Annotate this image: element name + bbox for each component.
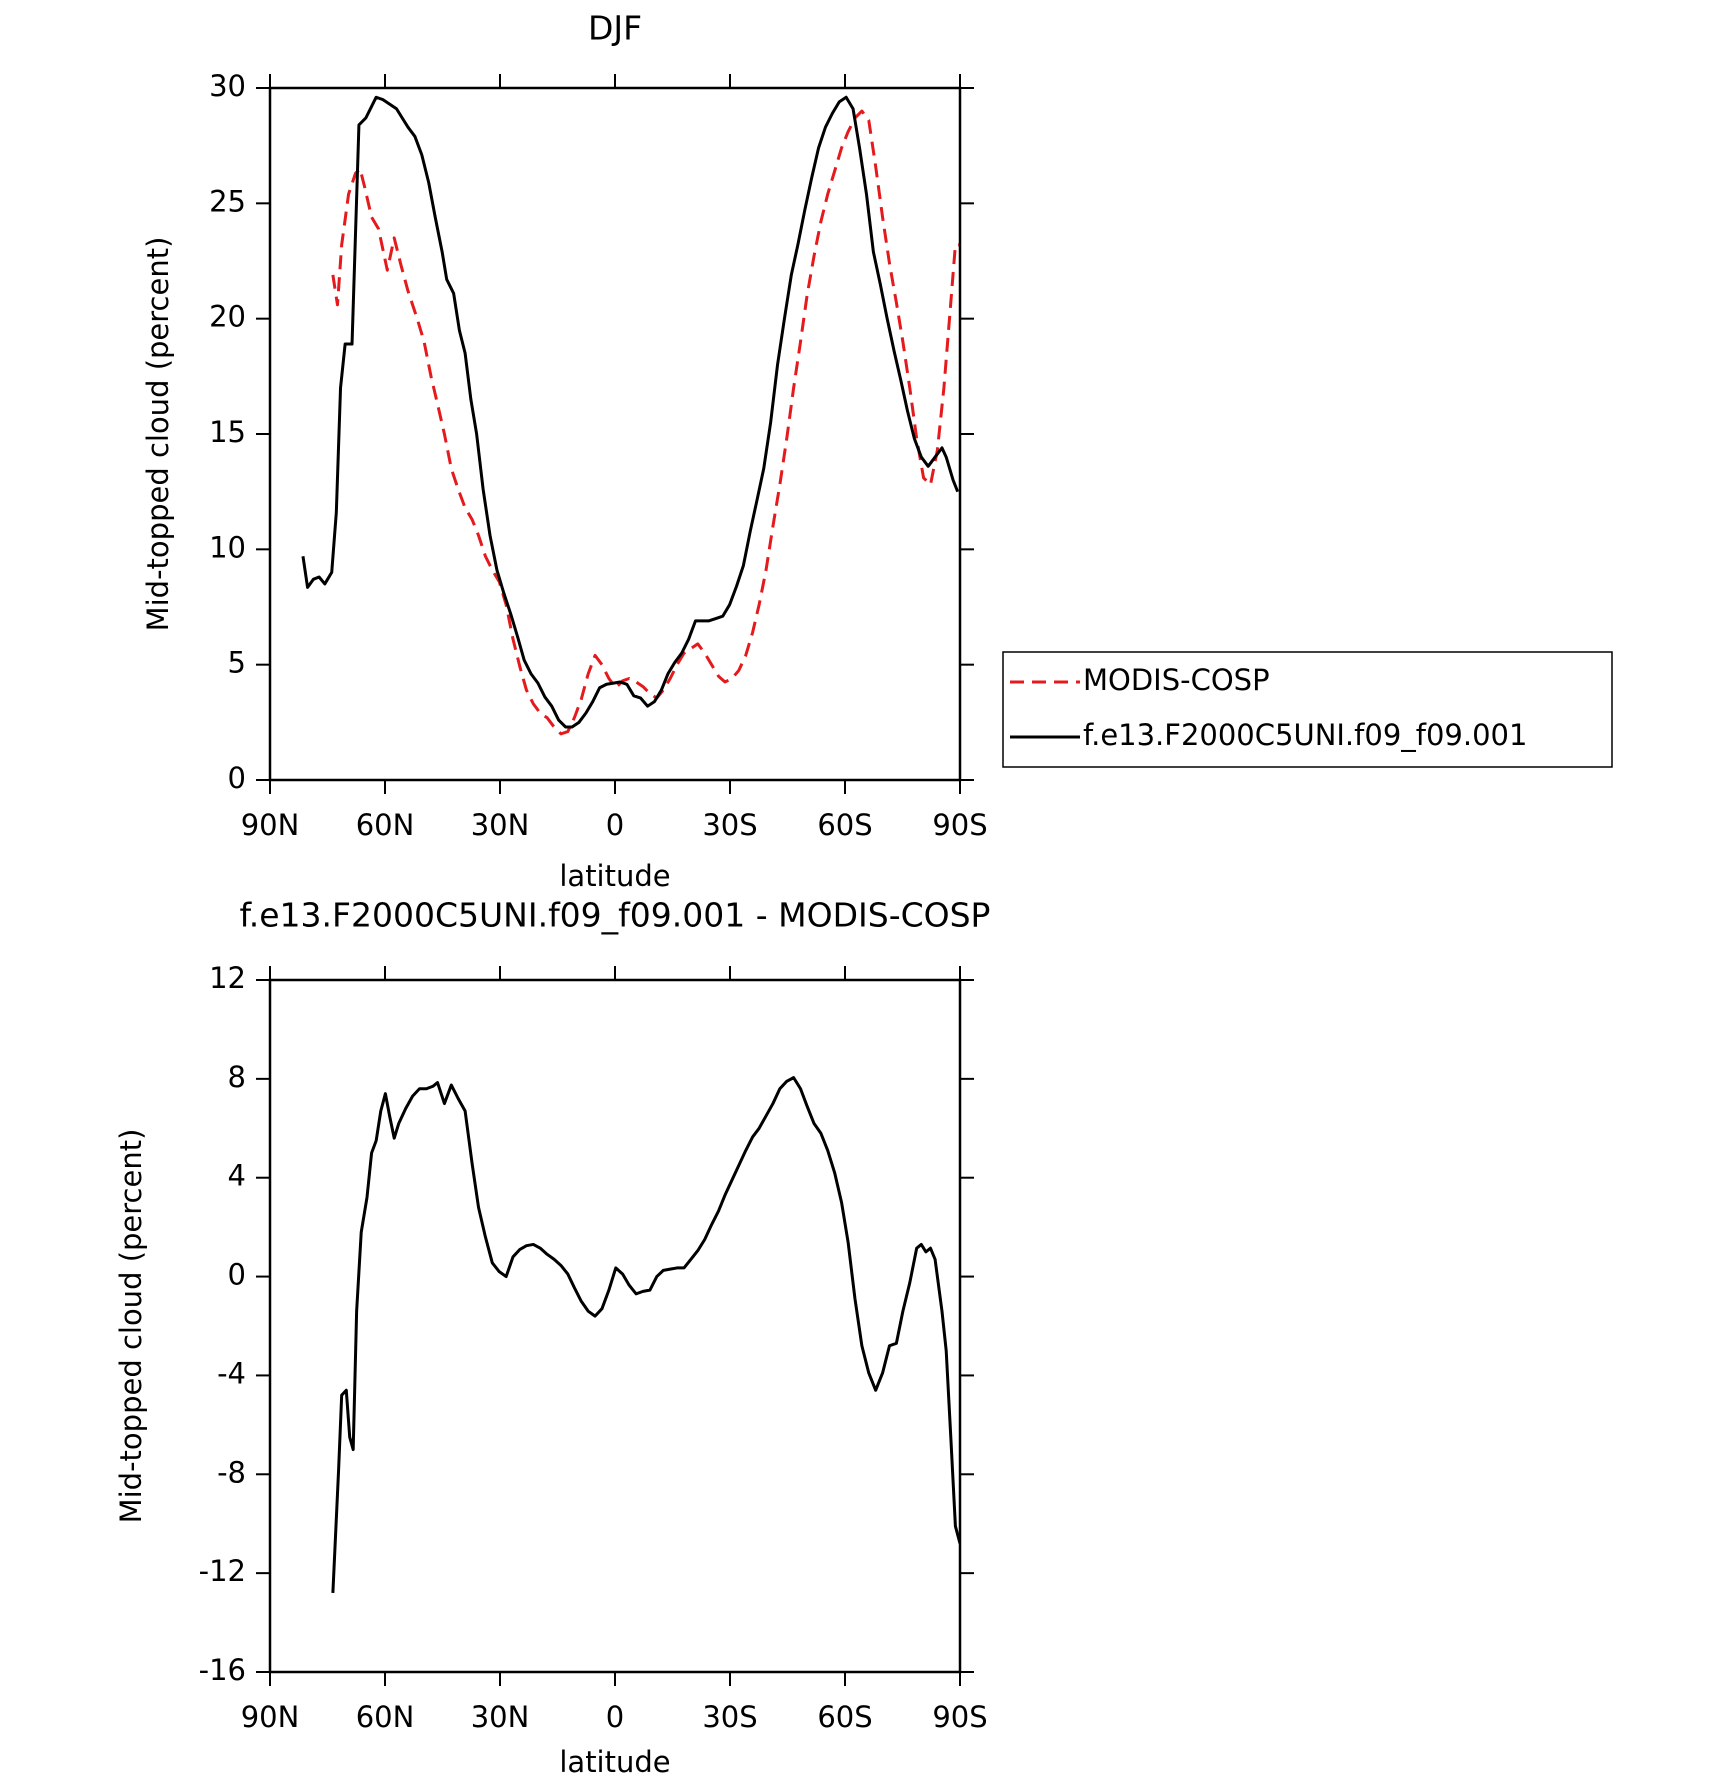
y-tick-label: 0	[228, 1258, 246, 1292]
y-axis-label: Mid-topped cloud (percent)	[114, 1129, 148, 1524]
y-tick-label: -4	[217, 1356, 246, 1390]
plot-frame	[268, 978, 962, 1674]
x-tick-label: 60S	[817, 1700, 872, 1734]
legend-box	[1002, 651, 1613, 768]
x-tick-label: 30N	[471, 1700, 530, 1734]
y-tick-label: 15	[209, 415, 246, 449]
y-tick-label: -16	[199, 1653, 246, 1687]
x-tick-label: 60S	[817, 808, 872, 842]
x-tick-label: 60N	[356, 808, 415, 842]
x-tick-label: 60N	[356, 1700, 415, 1734]
y-tick-label: 4	[228, 1159, 246, 1193]
x-tick-label: 90N	[241, 1700, 300, 1734]
x-tick-label: 0	[606, 808, 624, 842]
x-tick-label: 30S	[702, 1700, 757, 1734]
x-tick-label: 90S	[932, 1700, 987, 1734]
data-line	[331, 109, 960, 736]
y-tick-label: 10	[209, 530, 246, 564]
x-axis-label: latitude	[559, 1745, 670, 1777]
x-tick-label: 0	[606, 1700, 624, 1734]
legend-label: MODIS-COSP	[1083, 663, 1270, 697]
y-tick-label: -8	[217, 1455, 246, 1489]
legend-label: f.e13.F2000C5UNI.f09_f09.001	[1083, 718, 1527, 752]
y-tick-label: 20	[209, 300, 246, 334]
data-line	[301, 95, 960, 729]
x-tick-label: 30S	[702, 808, 757, 842]
y-axis-label: Mid-topped cloud (percent)	[141, 237, 175, 632]
y-tick-label: 0	[228, 761, 246, 795]
y-tick-label: 25	[209, 184, 246, 218]
y-tick-label: 5	[228, 646, 246, 680]
x-tick-label: 90S	[932, 808, 987, 842]
x-tick-label: 90N	[241, 808, 300, 842]
data-line	[331, 1076, 960, 1593]
chart-title: DJF	[588, 9, 642, 48]
y-tick-label: 8	[228, 1060, 246, 1094]
chart-title: f.e13.F2000C5UNI.f09_f09.001 - MODIS-COS…	[240, 896, 991, 935]
y-tick-label: 12	[209, 961, 246, 995]
y-tick-label: -12	[199, 1554, 246, 1588]
plot-frame	[268, 86, 962, 782]
y-tick-label: 30	[209, 69, 246, 103]
x-tick-label: 30N	[471, 808, 530, 842]
x-axis-label: latitude	[559, 859, 670, 893]
